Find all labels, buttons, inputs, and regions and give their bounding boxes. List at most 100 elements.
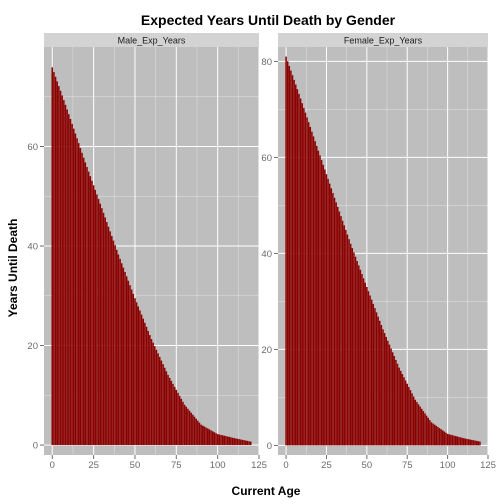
bar <box>421 408 423 446</box>
bar <box>187 408 189 446</box>
bar <box>154 346 156 446</box>
bar <box>429 420 431 446</box>
bar <box>317 150 320 446</box>
facet-strip <box>278 33 488 47</box>
bar <box>145 326 148 446</box>
bar <box>314 141 316 446</box>
facet-strip-label: Male_Exp_Years <box>118 36 186 46</box>
y-tick-label: 60 <box>27 142 38 153</box>
bar <box>341 220 344 446</box>
bar <box>168 377 171 446</box>
bar <box>111 235 113 446</box>
bar <box>73 128 75 446</box>
bar <box>408 386 410 446</box>
bar <box>369 295 371 446</box>
x-tick-label: 100 <box>210 460 226 471</box>
bar <box>467 439 470 446</box>
bar <box>320 160 323 446</box>
bar <box>435 425 438 446</box>
bar <box>142 318 144 446</box>
bar <box>425 415 428 446</box>
bar <box>216 434 219 446</box>
bar <box>213 432 216 446</box>
bar <box>404 380 407 446</box>
bar <box>203 426 206 446</box>
bar <box>172 383 174 446</box>
bar <box>328 183 331 446</box>
bar <box>69 118 72 446</box>
bar <box>94 189 97 446</box>
bar <box>367 291 370 446</box>
bar <box>53 72 55 446</box>
bar <box>117 254 120 446</box>
bar <box>165 371 168 446</box>
bar <box>375 312 378 446</box>
bar <box>236 438 239 446</box>
bar <box>307 122 310 446</box>
bar <box>238 439 240 446</box>
bars <box>51 67 252 446</box>
bar <box>149 334 151 446</box>
bar <box>144 322 146 446</box>
chart-title: Expected Years Until Death by Gender <box>141 12 396 28</box>
bar <box>312 136 315 446</box>
x-tick-label: 125 <box>480 460 496 471</box>
bar <box>61 95 63 446</box>
bar <box>416 402 418 446</box>
bar <box>89 176 92 446</box>
x-tick-label: 75 <box>402 460 413 471</box>
bar <box>218 434 221 446</box>
bar <box>387 340 389 446</box>
x-tick-label: 125 <box>251 460 267 471</box>
bar <box>304 112 307 446</box>
bar <box>370 299 373 446</box>
bar <box>456 436 459 446</box>
bar <box>139 310 141 446</box>
x-tick-label: 25 <box>321 460 332 471</box>
bar <box>353 252 355 446</box>
bar <box>322 164 324 446</box>
bar <box>438 428 441 446</box>
bar <box>362 278 365 446</box>
bar <box>293 79 295 446</box>
y-tick-label: 0 <box>33 441 38 452</box>
bar <box>54 76 57 446</box>
bar <box>453 435 455 446</box>
bar <box>175 389 178 446</box>
bar <box>102 212 105 446</box>
bar <box>295 84 297 446</box>
bar <box>223 435 226 446</box>
bar <box>464 438 467 446</box>
facet-Female_Exp_Years: Female_Exp_Years 0 20 40 60 80 0 25 50 75 100 125 <box>261 33 496 471</box>
bar <box>330 188 333 446</box>
bar <box>210 430 212 446</box>
facet-strip-label: Female_Exp_Years <box>344 36 423 46</box>
bar <box>412 396 415 446</box>
bar <box>185 406 187 446</box>
bar <box>192 414 194 446</box>
bar <box>206 428 209 446</box>
bar <box>99 203 101 446</box>
bar <box>183 404 186 446</box>
y-tick-label: 20 <box>261 345 272 356</box>
bar <box>132 293 135 446</box>
bar <box>437 426 439 446</box>
bar <box>240 439 242 446</box>
bar <box>424 413 426 446</box>
bar <box>290 70 292 446</box>
bar <box>178 395 181 446</box>
bar <box>400 370 402 446</box>
bar <box>380 325 383 446</box>
y-tick-label: 40 <box>27 242 38 253</box>
x-tick-label: 25 <box>88 460 99 471</box>
bar <box>306 117 308 446</box>
bar <box>354 256 357 446</box>
facet-strip <box>44 33 259 47</box>
bar <box>96 194 98 446</box>
bar <box>442 430 444 446</box>
bar <box>241 439 244 446</box>
bar <box>76 138 78 446</box>
bar <box>195 418 197 446</box>
bar <box>388 344 391 446</box>
